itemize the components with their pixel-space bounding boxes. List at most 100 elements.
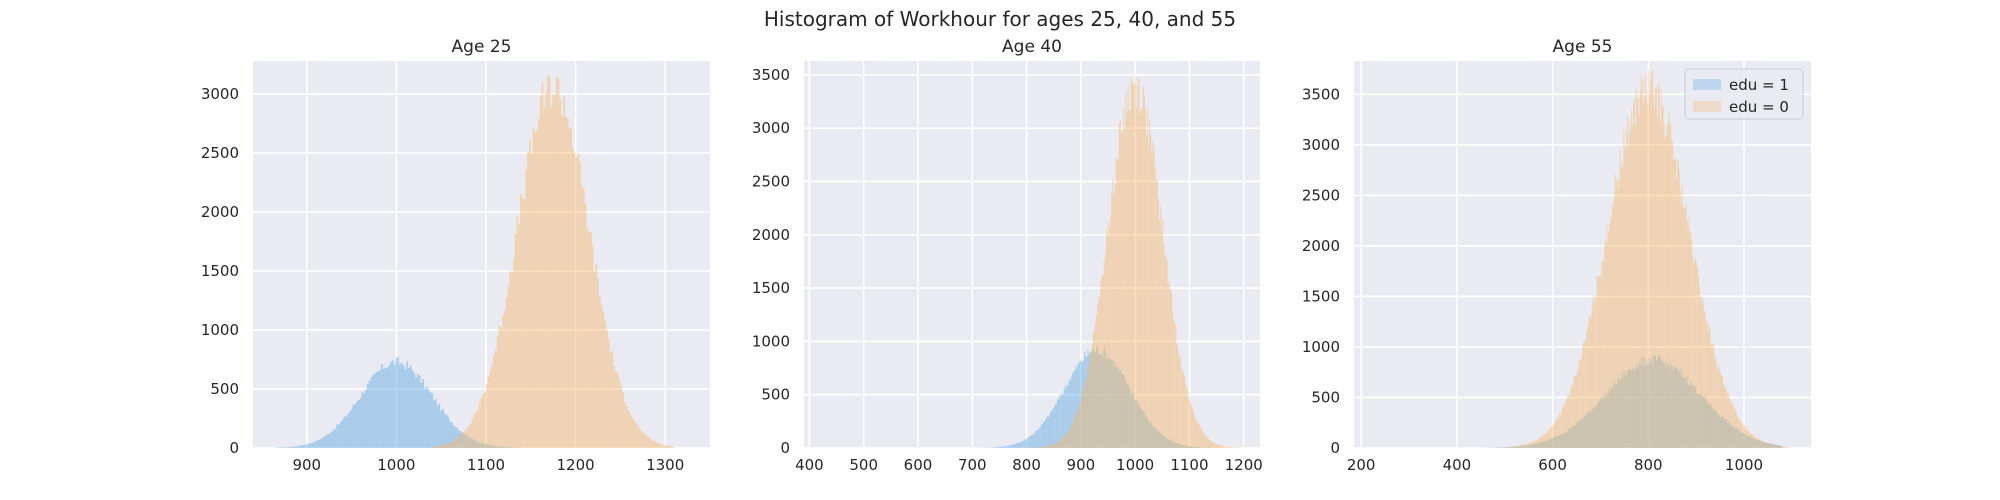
histogram-bar <box>1742 433 1744 448</box>
histogram-bar <box>304 444 306 448</box>
histogram-bar <box>1650 360 1652 448</box>
histogram-bar <box>1682 208 1684 448</box>
histogram-bar <box>1168 439 1170 448</box>
histogram-bar <box>1110 358 1112 448</box>
histogram-bar <box>1712 408 1714 448</box>
histogram-bar <box>998 446 1000 448</box>
histogram-bar <box>1774 444 1776 448</box>
histogram-bar <box>1515 446 1517 448</box>
histogram-bar <box>1173 320 1175 448</box>
histogram-bar <box>1121 133 1123 448</box>
histogram-bar <box>541 82 544 448</box>
subplot-title: Age 40 <box>1002 37 1062 57</box>
histogram-bar <box>1546 431 1548 448</box>
histogram-bar <box>1224 446 1226 448</box>
histogram-bar <box>1723 420 1725 448</box>
histogram-bar <box>1047 416 1049 448</box>
histogram-bar <box>1674 368 1676 448</box>
histogram-bar <box>1718 370 1720 448</box>
histogram-bar <box>1592 296 1594 448</box>
histogram-bar <box>1551 425 1553 448</box>
histogram-bar <box>440 410 443 448</box>
histogram-bar <box>1702 298 1704 448</box>
histogram-bar <box>1128 109 1130 448</box>
histogram-bar <box>1097 347 1099 448</box>
histogram-bar <box>1650 79 1652 449</box>
histogram-bar <box>298 445 301 448</box>
histogram-bar <box>1140 109 1142 448</box>
histogram-bar <box>1498 447 1500 448</box>
histogram-bar <box>1664 137 1666 448</box>
histogram-bar <box>1123 109 1125 449</box>
histogram-bar <box>1523 445 1525 448</box>
y-tick-label: 1500 <box>752 279 790 297</box>
histogram-bar <box>1621 162 1623 448</box>
histogram-bar <box>418 375 421 448</box>
histogram-bar <box>1164 256 1166 448</box>
histogram-bar <box>478 402 481 448</box>
histogram-bar <box>1186 386 1188 448</box>
histogram-bar <box>1640 75 1642 449</box>
histogram-bar <box>453 439 456 448</box>
histogram-bar <box>649 438 651 448</box>
histogram-bar <box>354 404 357 448</box>
histogram-bar <box>1602 261 1604 448</box>
histogram-bar <box>1114 185 1116 448</box>
histogram-bar <box>1685 382 1687 448</box>
histogram-bar <box>1781 446 1783 448</box>
histogram-bar <box>1585 339 1587 448</box>
histogram-bar <box>1627 115 1629 448</box>
histogram-bar <box>1037 429 1039 448</box>
histogram-bar <box>1699 296 1701 448</box>
histogram-bar <box>413 372 416 448</box>
histogram-bar <box>1067 430 1069 448</box>
histogram-bar <box>1211 441 1213 448</box>
histogram-bar <box>1556 418 1558 448</box>
histogram-bar <box>320 438 322 448</box>
histogram-bar <box>1030 435 1032 448</box>
histogram-bar <box>509 270 512 448</box>
histogram-bar <box>1567 395 1569 448</box>
histogram-bar <box>329 433 331 448</box>
histogram-bar <box>1710 403 1712 448</box>
histogram-bar <box>477 442 480 448</box>
histogram-bar <box>1048 416 1050 448</box>
histogram-bar <box>1210 440 1212 448</box>
histogram-bar <box>1559 435 1561 448</box>
histogram-bar <box>1716 365 1718 448</box>
histogram-bar <box>352 404 355 448</box>
histogram-bar <box>997 447 999 448</box>
histogram-bar <box>1703 314 1705 448</box>
histogram-bar <box>1119 120 1122 449</box>
histogram-bar <box>1548 439 1550 448</box>
histogram-bar <box>1117 160 1119 448</box>
histogram-bar <box>1100 354 1102 448</box>
histogram-bar <box>359 397 362 448</box>
histogram-bar <box>1116 157 1118 449</box>
histogram-bar <box>456 427 459 448</box>
histogram-bar <box>1077 410 1079 448</box>
histogram-bar <box>1140 408 1142 448</box>
histogram-bar <box>1579 360 1581 448</box>
series-edu0 <box>1495 69 1788 449</box>
histogram-bar <box>620 385 623 448</box>
histogram-bar <box>606 330 608 448</box>
histogram-bar <box>1746 436 1748 448</box>
histogram-bar <box>500 327 503 448</box>
histogram-bar <box>1541 436 1543 448</box>
histogram-bar <box>1186 445 1188 448</box>
histogram-bar <box>1724 418 1726 448</box>
histogram-bar <box>463 434 466 448</box>
histogram-bar <box>1664 362 1666 448</box>
histogram-bar <box>1155 429 1157 448</box>
histogram-bar <box>1192 446 1194 448</box>
histogram-bar <box>604 321 607 448</box>
histogram-bar <box>1646 90 1648 448</box>
histogram-bar <box>1085 378 1087 448</box>
histogram-bar <box>1613 197 1615 448</box>
histogram-bar <box>1068 429 1070 448</box>
histogram-bar <box>1156 179 1158 448</box>
histogram-bar <box>1673 159 1675 448</box>
histogram-bar <box>1179 357 1181 448</box>
histogram-bar <box>640 429 642 448</box>
